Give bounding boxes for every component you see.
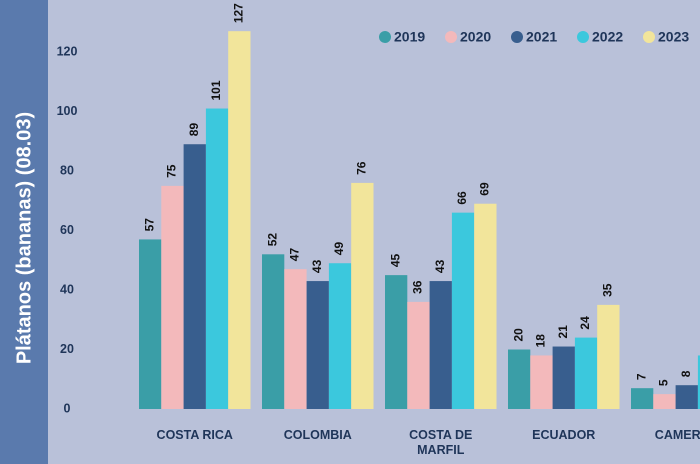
bar: [228, 31, 251, 410]
bar: [161, 185, 184, 409]
x-tick-label: COSTA RICA: [156, 428, 233, 442]
bar: [697, 355, 700, 409]
bar: [451, 212, 475, 409]
y-tick-label: 100: [57, 104, 78, 118]
x-tick-label: CAMERÚN: [654, 428, 700, 442]
data-label: 18: [534, 334, 548, 348]
data-label: 127: [232, 3, 246, 23]
bar: [306, 281, 329, 409]
data-label: 52: [265, 233, 279, 247]
legend-swatch: [577, 31, 589, 43]
bar: [407, 301, 430, 409]
x-tick-label: COLOMBIA: [283, 428, 352, 442]
title-band: [0, 0, 48, 464]
data-label: 45: [388, 253, 402, 267]
bar: [631, 388, 654, 409]
data-label: 43: [310, 259, 324, 273]
x-tick-label: COSTA DE MARFIL: [409, 428, 473, 457]
bar: [474, 203, 497, 409]
bar: [508, 349, 531, 409]
y-tick-label: 40: [60, 282, 74, 296]
data-label: 47: [288, 248, 302, 262]
legend-label: 2022: [592, 29, 623, 45]
bar: [351, 182, 374, 409]
data-label: 7: [634, 373, 648, 380]
y-tick-label: 20: [60, 342, 74, 356]
legend-swatch: [445, 31, 457, 43]
data-label: 5: [657, 379, 671, 386]
data-label: 75: [165, 164, 179, 178]
bar: [530, 355, 553, 409]
legend-swatch: [379, 31, 391, 43]
bar: [284, 269, 307, 409]
data-label: 20: [511, 328, 525, 342]
data-label: 8: [679, 370, 693, 377]
legend-swatch: [511, 31, 523, 43]
y-tick-label: 0: [64, 401, 71, 415]
legend-label: 2023: [658, 29, 689, 45]
data-label: 43: [433, 259, 447, 273]
x-tick-label: ECUADOR: [532, 428, 596, 442]
bar: [597, 304, 620, 409]
data-label: 24: [578, 316, 592, 330]
y-tick-label: 80: [60, 163, 74, 177]
y-tick-label: 120: [57, 44, 78, 58]
bar: [205, 108, 229, 410]
data-label: 36: [411, 280, 425, 294]
bar: [262, 254, 285, 409]
bar: [675, 385, 698, 409]
data-label: 89: [187, 123, 201, 137]
data-label: 101: [209, 80, 223, 100]
bar: [653, 394, 676, 409]
legend-label: 2020: [460, 29, 491, 45]
bar: [183, 144, 206, 409]
bar: [429, 281, 452, 409]
data-label: 49: [332, 242, 346, 256]
legend-swatch: [643, 31, 655, 43]
legend-label: 2021: [526, 29, 557, 45]
y-tick-label: 60: [60, 223, 74, 237]
data-label: 76: [355, 161, 369, 175]
legend-label: 2019: [394, 29, 425, 45]
bar: [552, 346, 575, 409]
bar: [574, 337, 598, 409]
chart-title: Plátanos (bananas) (08.03): [13, 112, 35, 364]
data-label: 35: [601, 283, 615, 297]
bar: [139, 239, 162, 409]
data-label: 69: [478, 182, 492, 196]
bar: [328, 263, 352, 409]
data-label: 66: [455, 191, 469, 205]
bar: [385, 275, 408, 409]
data-label: 57: [142, 218, 156, 232]
data-label: 21: [556, 325, 570, 339]
